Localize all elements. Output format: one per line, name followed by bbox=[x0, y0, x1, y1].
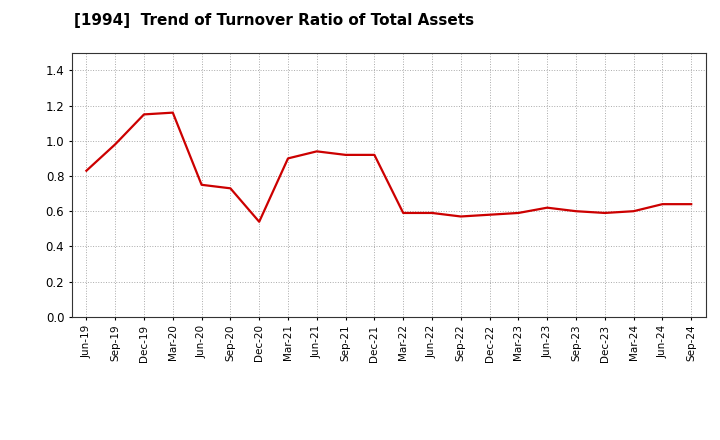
Text: [1994]  Trend of Turnover Ratio of Total Assets: [1994] Trend of Turnover Ratio of Total … bbox=[73, 13, 474, 28]
